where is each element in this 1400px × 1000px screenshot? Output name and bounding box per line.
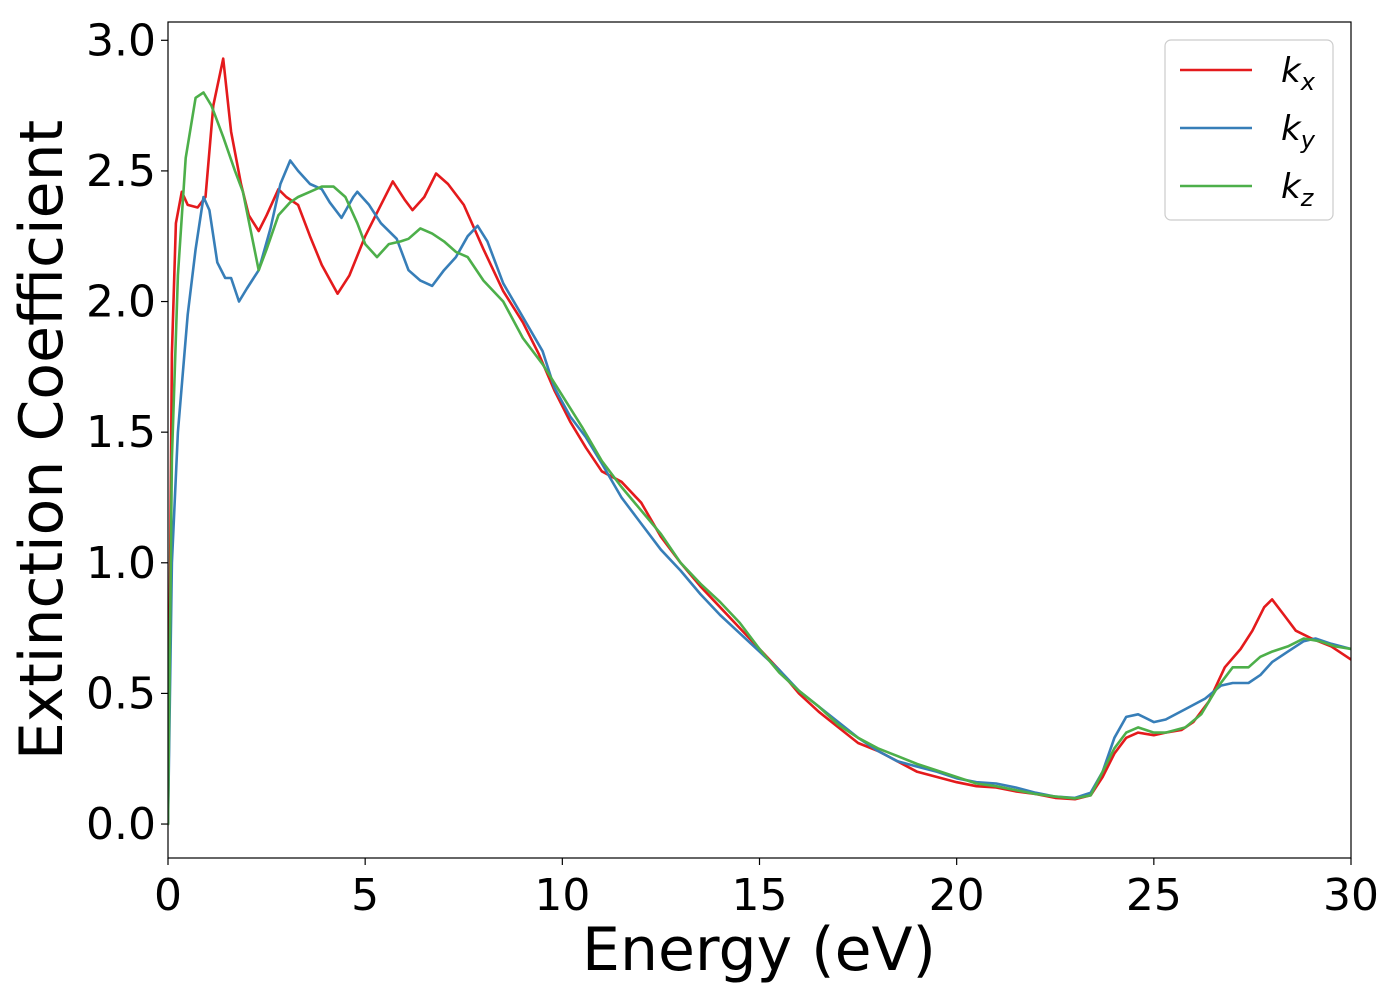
x-tick-label: 25 [1126,870,1182,921]
y-tick-label: 2.0 [86,277,156,328]
x-tick-label: 0 [154,870,182,921]
y-tick-label: 1.5 [86,407,156,458]
x-tick-label: 5 [351,870,379,921]
x-axis-ticks: 0 5 10 15 20 25 30 [154,858,1379,921]
x-tick-label: 10 [534,870,590,921]
y-tick-label: 3.0 [86,15,156,66]
y-tick-label: 0.0 [86,799,156,850]
y-tick-label: 2.5 [86,146,156,197]
y-axis-title: Extinction Coefficient [7,120,77,760]
y-tick-label: 1.0 [86,538,156,589]
x-tick-label: 30 [1323,870,1379,921]
legend-box [1164,39,1334,221]
series-line-ky [168,159,1351,826]
legend-label-subscript: y [1300,126,1316,154]
y-tick-label: 0.5 [86,668,156,719]
legend-label-subscript: x [1300,68,1316,96]
series-layer [168,57,1351,826]
y-axis-ticks: 0.0 0.5 1.0 1.5 2.0 2.5 3.0 [86,15,168,850]
series-line-kz [168,91,1351,826]
legend-label-subscript: z [1300,184,1315,212]
x-axis-title: Energy (eV) [582,915,936,985]
x-tick-label: 15 [732,870,788,921]
x-tick-label: 20 [929,870,985,921]
